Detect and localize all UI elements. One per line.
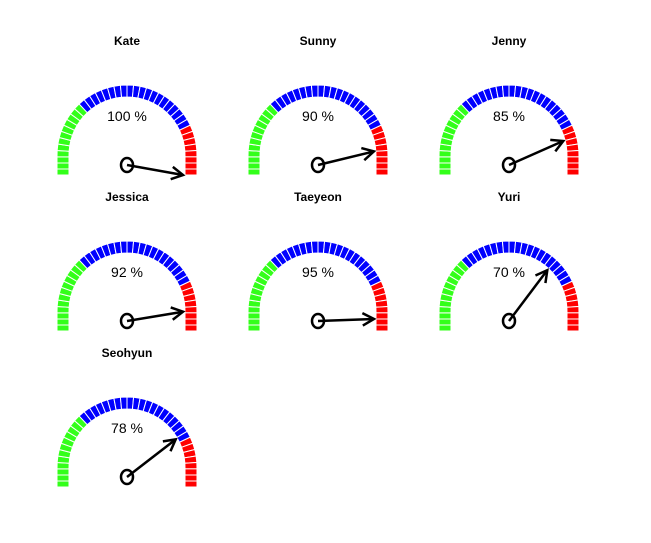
gauge-segment xyxy=(184,305,198,314)
gauge-value-label: 95 % xyxy=(302,264,334,280)
gauge-segment xyxy=(247,324,261,332)
gauge-segment xyxy=(184,156,198,164)
gauge-pivot xyxy=(310,156,326,174)
gauge-value-label: 78 % xyxy=(111,420,143,436)
gauge-segment xyxy=(566,168,580,176)
gauge-needle-head xyxy=(361,146,377,162)
gauge-needle xyxy=(317,150,375,167)
gauge-segment xyxy=(247,156,261,164)
gauge-segment xyxy=(119,84,128,98)
gauge-needle xyxy=(508,269,549,322)
gauge-segment xyxy=(375,324,389,332)
gauge-pivot xyxy=(501,312,517,330)
gauge-segment xyxy=(247,162,261,170)
gauge-needle xyxy=(126,310,184,323)
gauge-pivot xyxy=(119,468,135,486)
gauge-needle-head xyxy=(534,268,549,284)
gauge-segment xyxy=(375,162,389,170)
gauge-needle xyxy=(508,139,564,167)
gauge-needle-head xyxy=(170,165,186,181)
gauge-title: Yuri xyxy=(498,190,521,204)
gauge-value-label: 100 % xyxy=(107,108,147,124)
gauge-segment xyxy=(438,318,452,326)
gauge-segment xyxy=(184,480,198,488)
gauge-segment xyxy=(310,240,319,254)
gauge-needle-head xyxy=(162,437,178,452)
gauge-segment xyxy=(375,168,389,176)
gauge-segment xyxy=(247,168,261,176)
gauge-segment xyxy=(184,149,198,158)
gauge-segment xyxy=(566,149,580,158)
gauge-segment xyxy=(375,149,389,158)
gauge-segment xyxy=(310,84,319,98)
gauge-segment xyxy=(375,318,389,326)
gauge-segment xyxy=(56,162,70,170)
gauge-taeyeon: Taeyeon 95 % xyxy=(247,190,389,332)
gauge-needle-head xyxy=(361,312,377,327)
gauge-segment xyxy=(119,240,128,254)
gauge-pivot xyxy=(119,312,135,330)
gauge-value-label: 85 % xyxy=(493,108,525,124)
gauge-needle xyxy=(126,438,177,478)
gauge-needle-head xyxy=(550,138,566,153)
gauge-pivot xyxy=(501,156,517,174)
gauge-title: Kate xyxy=(114,34,140,48)
gauge-segment xyxy=(184,468,198,476)
gauge-title: Sunny xyxy=(300,34,337,48)
gauge-pivot xyxy=(119,156,135,174)
gauge-segment xyxy=(438,324,452,332)
gauge-value-label: 70 % xyxy=(493,264,525,280)
gauge-segment xyxy=(119,396,128,410)
gauge-segment xyxy=(184,461,198,470)
gauge-segment xyxy=(184,474,198,482)
gauge-jessica: Jessica 92 % xyxy=(56,190,198,332)
gauge-segment xyxy=(56,318,70,326)
gauge-needle-head xyxy=(170,306,186,321)
gauge-kate: Kate 100 % xyxy=(56,34,198,181)
gauge-value-label: 90 % xyxy=(302,108,334,124)
gauge-segment xyxy=(247,312,261,320)
gauge-segment xyxy=(566,162,580,170)
gauge-segment xyxy=(56,312,70,320)
gauge-segment xyxy=(375,156,389,164)
gauge-segment xyxy=(56,168,70,176)
gauge-segment xyxy=(184,324,198,332)
gauge-value-label: 92 % xyxy=(111,264,143,280)
gauge-title: Jessica xyxy=(105,190,149,204)
gauge-segment xyxy=(438,168,452,176)
gauge-segment xyxy=(566,324,580,332)
gauge-segment xyxy=(438,162,452,170)
gauge-jenny: Jenny 85 % xyxy=(438,34,580,176)
gauge-segment xyxy=(56,480,70,488)
gauge-needle xyxy=(317,317,375,323)
gauge-segment xyxy=(566,312,580,320)
gauge-sunny: Sunny 90 % xyxy=(247,34,389,176)
gauge-title: Taeyeon xyxy=(294,190,342,204)
gauge-yuri: Yuri 70 % xyxy=(438,190,580,332)
gauge-segment xyxy=(56,468,70,476)
gauge-segment xyxy=(566,318,580,326)
gauge-segment xyxy=(566,156,580,164)
gauge-segment xyxy=(501,240,510,254)
gauge-segment xyxy=(566,305,580,314)
gauge-segment xyxy=(184,162,198,170)
gauge-segment xyxy=(56,474,70,482)
gauge-segment xyxy=(184,318,198,326)
gauge-pivot xyxy=(310,312,326,330)
gauge-segment xyxy=(438,156,452,164)
gauge-segment xyxy=(375,312,389,320)
gauge-segment xyxy=(56,324,70,332)
gauge-title: Seohyun xyxy=(102,346,153,360)
gauge-segment xyxy=(184,168,198,176)
gauge-segment xyxy=(501,84,510,98)
gauge-segment xyxy=(375,305,389,314)
gauge-segment xyxy=(438,312,452,320)
gauge-segment xyxy=(56,156,70,164)
gauge-seohyun: Seohyun 78 % xyxy=(56,346,198,488)
gauge-needle xyxy=(126,163,184,177)
gauge-title: Jenny xyxy=(492,34,527,48)
gauge-segment xyxy=(247,318,261,326)
gauge-segment xyxy=(184,312,198,320)
